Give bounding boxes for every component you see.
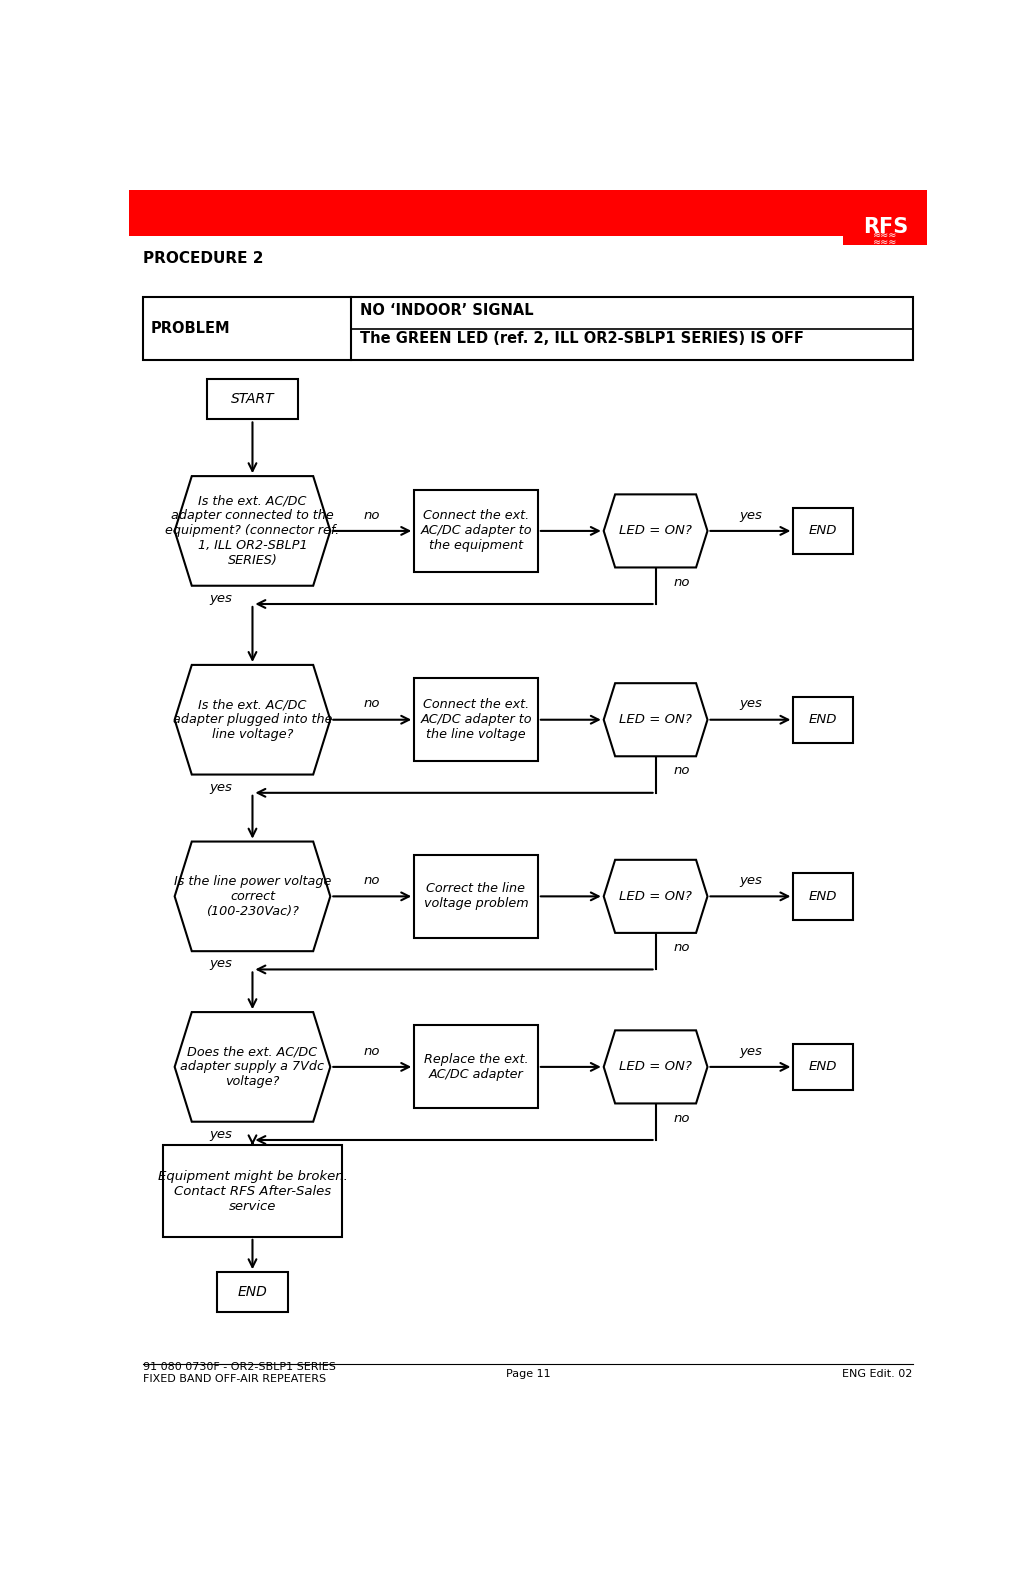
Text: END: END bbox=[809, 524, 837, 538]
Text: no: no bbox=[364, 1044, 380, 1057]
Text: Is the line power voltage
correct
(100-230Vac)?: Is the line power voltage correct (100-2… bbox=[174, 875, 332, 918]
Text: yes: yes bbox=[209, 592, 232, 604]
FancyBboxPatch shape bbox=[793, 508, 853, 554]
Polygon shape bbox=[175, 664, 331, 775]
Text: yes: yes bbox=[209, 957, 232, 970]
FancyBboxPatch shape bbox=[414, 854, 538, 938]
FancyBboxPatch shape bbox=[793, 1044, 853, 1090]
Polygon shape bbox=[604, 683, 708, 756]
Text: LED = ON?: LED = ON? bbox=[619, 889, 692, 903]
Text: ≈≈≈: ≈≈≈ bbox=[873, 244, 898, 253]
FancyBboxPatch shape bbox=[414, 679, 538, 761]
Text: PROCEDURE 2: PROCEDURE 2 bbox=[143, 250, 264, 266]
Polygon shape bbox=[604, 494, 708, 568]
Text: no: no bbox=[364, 508, 380, 522]
Text: yes: yes bbox=[739, 698, 762, 710]
Text: yes: yes bbox=[209, 1128, 232, 1141]
Text: Does the ext. AC/DC
adapter supply a 7Vdc
voltage?: Does the ext. AC/DC adapter supply a 7Vd… bbox=[180, 1046, 324, 1088]
Text: Equipment might be broken.
Contact RFS After-Sales
service: Equipment might be broken. Contact RFS A… bbox=[158, 1169, 347, 1213]
Text: no: no bbox=[674, 764, 690, 777]
Text: Correct the line
voltage problem: Correct the line voltage problem bbox=[423, 883, 528, 910]
FancyBboxPatch shape bbox=[844, 190, 927, 245]
Polygon shape bbox=[175, 476, 331, 585]
Text: ENG Edit. 02: ENG Edit. 02 bbox=[843, 1368, 913, 1380]
Text: RFS: RFS bbox=[863, 217, 908, 237]
Text: no: no bbox=[364, 873, 380, 888]
Text: END: END bbox=[809, 889, 837, 903]
Polygon shape bbox=[175, 842, 331, 951]
Text: START: START bbox=[231, 392, 274, 407]
FancyBboxPatch shape bbox=[217, 1272, 287, 1313]
Text: Connect the ext.
AC/DC adapter to
the equipment: Connect the ext. AC/DC adapter to the eq… bbox=[420, 509, 531, 552]
Text: yes: yes bbox=[739, 508, 762, 522]
FancyBboxPatch shape bbox=[414, 1025, 538, 1109]
Text: LED = ON?: LED = ON? bbox=[619, 1060, 692, 1074]
Text: Replace the ext.
AC/DC adapter: Replace the ext. AC/DC adapter bbox=[423, 1054, 528, 1081]
Polygon shape bbox=[175, 1012, 331, 1122]
Text: yes: yes bbox=[739, 873, 762, 888]
Text: yes: yes bbox=[209, 780, 232, 794]
Text: END: END bbox=[809, 713, 837, 726]
Polygon shape bbox=[604, 861, 708, 933]
Text: no: no bbox=[364, 698, 380, 710]
FancyBboxPatch shape bbox=[793, 873, 853, 919]
Text: no: no bbox=[674, 941, 690, 954]
Text: END: END bbox=[238, 1285, 268, 1299]
Text: LED = ON?: LED = ON? bbox=[619, 713, 692, 726]
Text: PROBLEM: PROBLEM bbox=[151, 321, 231, 337]
FancyBboxPatch shape bbox=[207, 380, 299, 419]
Text: no: no bbox=[674, 576, 690, 589]
Text: Is the ext. AC/DC
adapter plugged into the
line voltage?: Is the ext. AC/DC adapter plugged into t… bbox=[173, 698, 333, 742]
FancyBboxPatch shape bbox=[129, 190, 844, 236]
Text: Connect the ext.
AC/DC adapter to
the line voltage: Connect the ext. AC/DC adapter to the li… bbox=[420, 698, 531, 742]
FancyBboxPatch shape bbox=[414, 489, 538, 573]
FancyBboxPatch shape bbox=[163, 1145, 342, 1237]
Text: NO ‘INDOOR’ SIGNAL: NO ‘INDOOR’ SIGNAL bbox=[360, 304, 535, 318]
Text: Is the ext. AC/DC
adapter connected to the
equipment? (connector ref.
1, ILL OR2: Is the ext. AC/DC adapter connected to t… bbox=[166, 495, 340, 568]
Polygon shape bbox=[604, 1030, 708, 1104]
Text: yes: yes bbox=[739, 1044, 762, 1057]
Text: Page 11: Page 11 bbox=[506, 1368, 550, 1380]
Text: END: END bbox=[809, 1060, 837, 1074]
Text: 91 080 0730F - OR2-SBLP1 SERIES
FIXED BAND OFF-AIR REPEATERS: 91 080 0730F - OR2-SBLP1 SERIES FIXED BA… bbox=[143, 1362, 336, 1384]
FancyBboxPatch shape bbox=[793, 696, 853, 744]
Text: no: no bbox=[674, 1112, 690, 1125]
Text: ≈≈≈: ≈≈≈ bbox=[873, 229, 898, 240]
Text: The GREEN LED (ref. 2, ILL OR2-SBLP1 SERIES) IS OFF: The GREEN LED (ref. 2, ILL OR2-SBLP1 SER… bbox=[360, 331, 804, 346]
FancyBboxPatch shape bbox=[143, 297, 913, 361]
Text: ≈≈≈: ≈≈≈ bbox=[873, 237, 898, 247]
Text: LED = ON?: LED = ON? bbox=[619, 524, 692, 538]
